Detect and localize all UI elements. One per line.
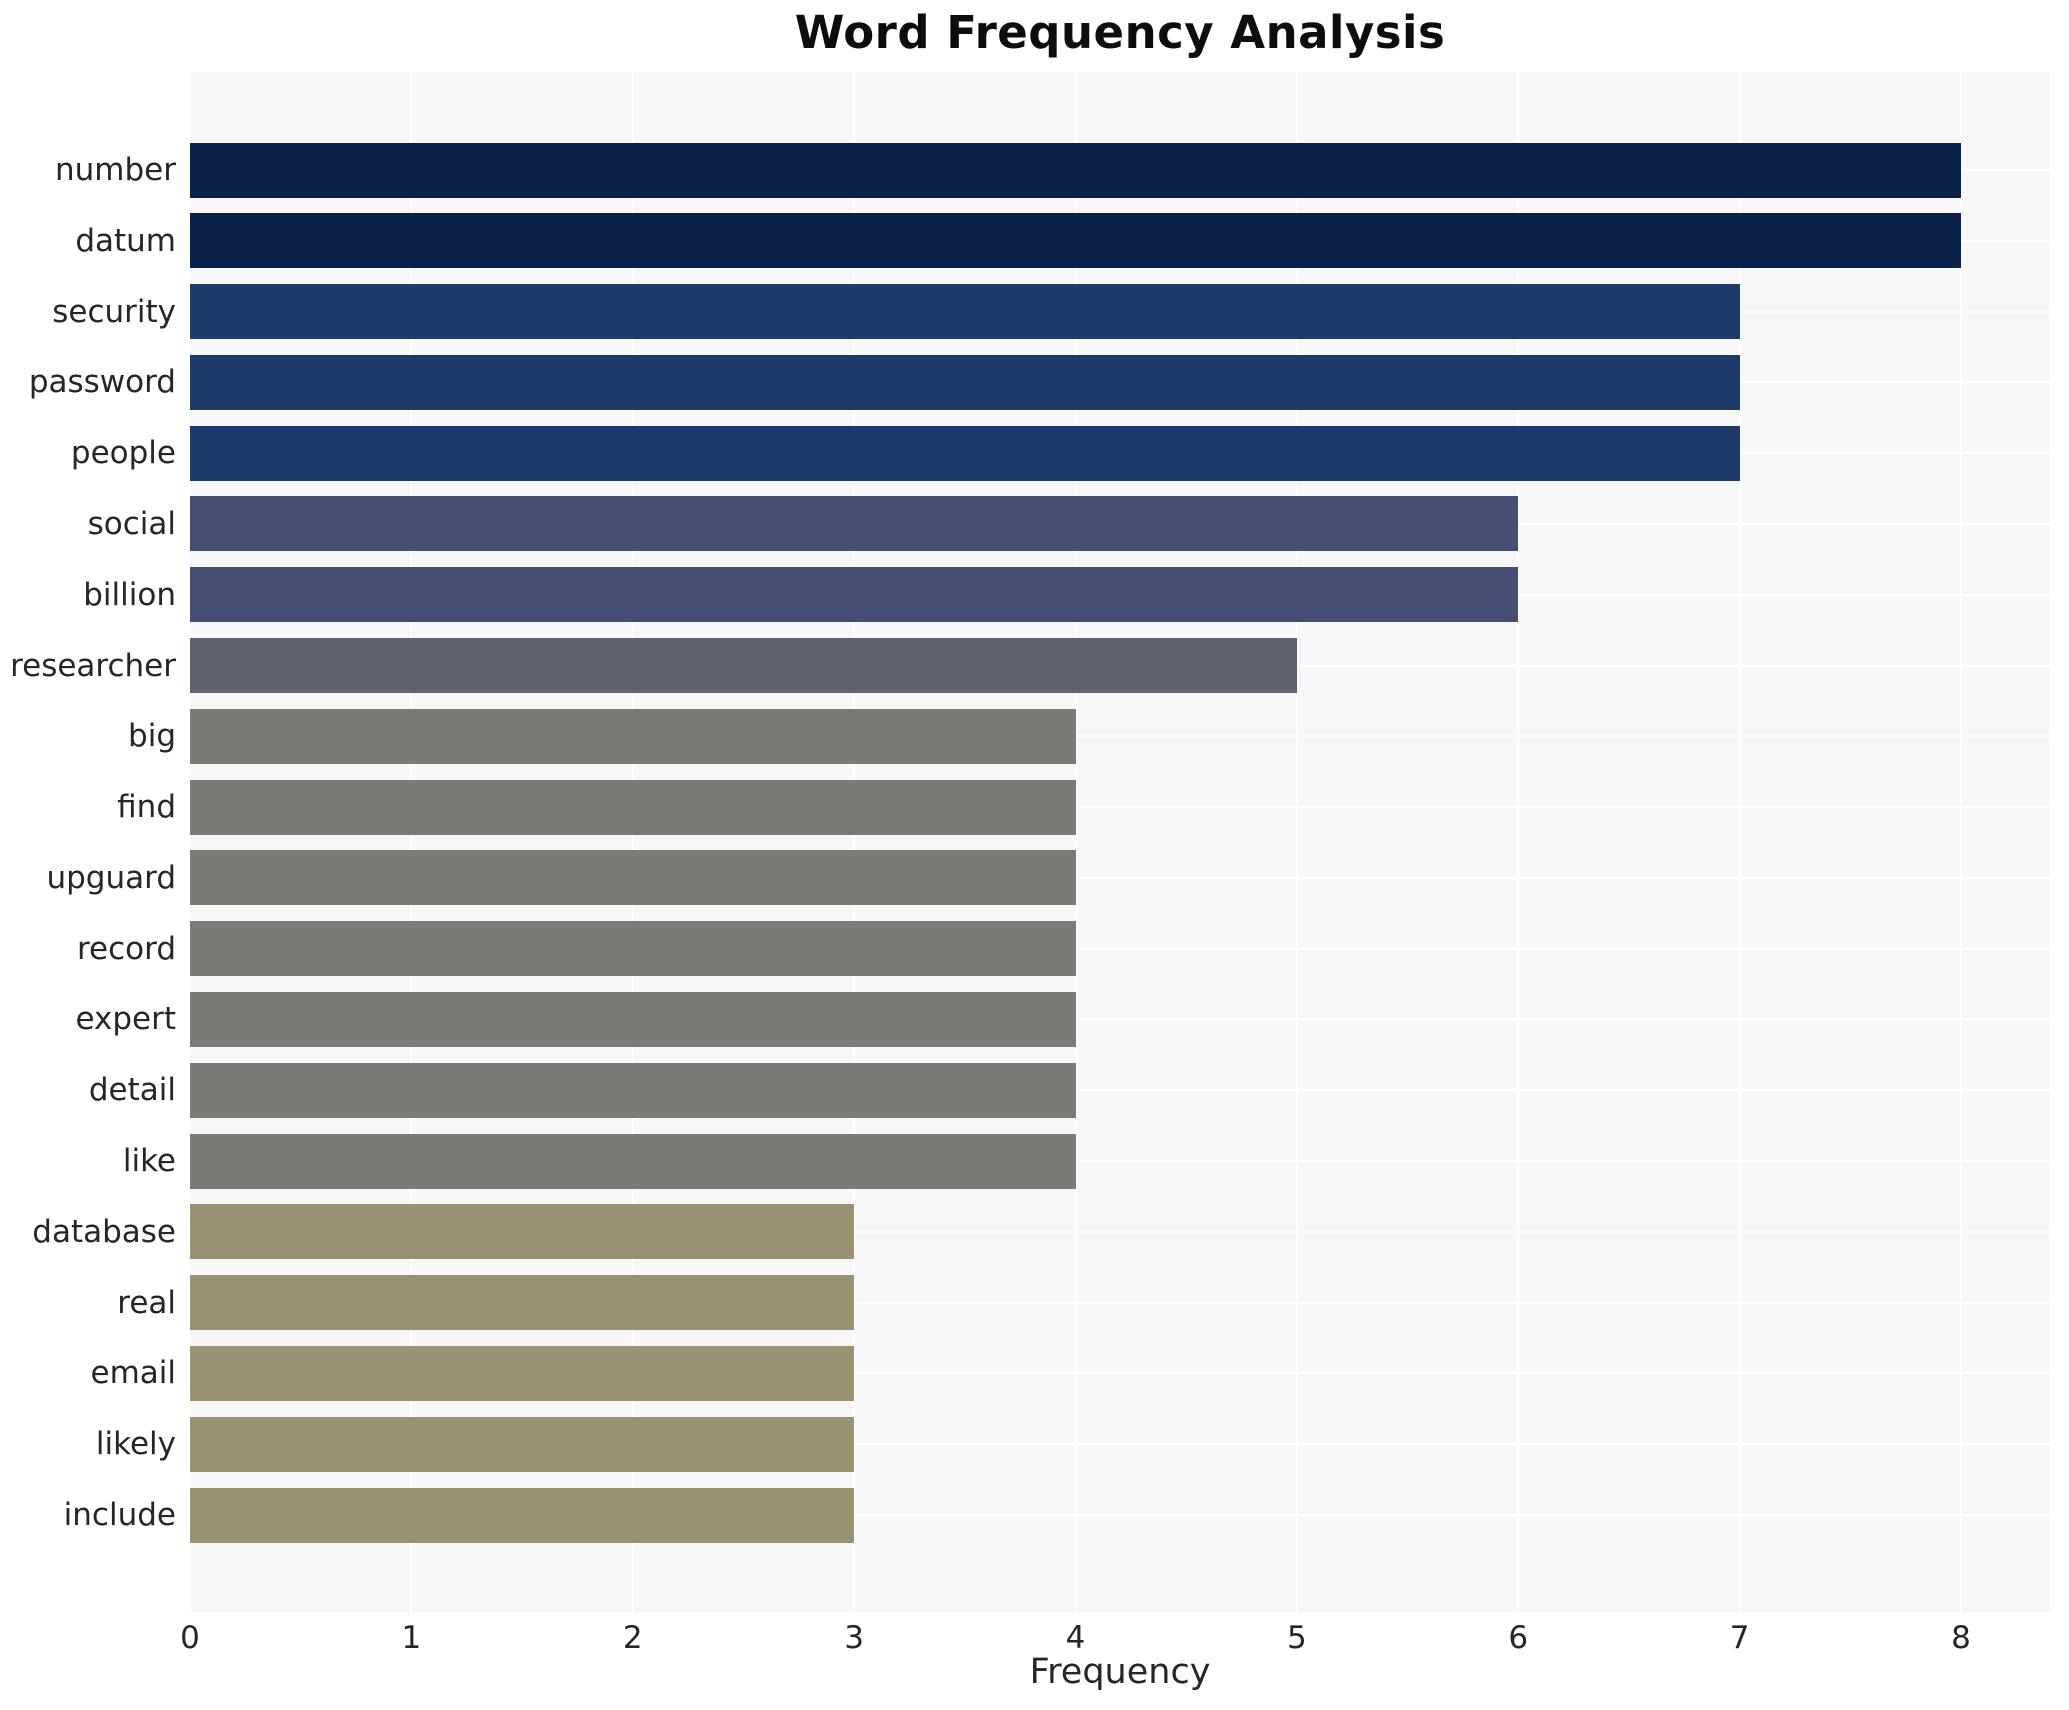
x-tick-label-0: 0 xyxy=(180,1620,200,1656)
y-tick-label-include: include xyxy=(63,1497,176,1533)
y-gridline-database xyxy=(190,1230,2050,1233)
y-gridline-detail xyxy=(190,1089,2050,1092)
x-tick-label-3: 3 xyxy=(844,1620,864,1656)
bar-social xyxy=(190,496,1519,552)
plot-area xyxy=(189,72,2050,1612)
bar-find xyxy=(190,779,1076,835)
bar-real xyxy=(190,1275,855,1331)
y-gridline-big xyxy=(190,735,2050,738)
bar-include xyxy=(190,1487,855,1543)
y-tick-label-expert: expert xyxy=(75,1001,176,1038)
y-tick-label-researcher: researcher xyxy=(10,647,176,684)
y-tick-label-big: big xyxy=(128,718,176,755)
x-tick-label-6: 6 xyxy=(1508,1620,1529,1656)
y-gridline-likely xyxy=(190,1443,2050,1446)
y-tick-label-social: social xyxy=(87,505,176,542)
y-gridline-upguard xyxy=(190,876,2050,879)
bar-database xyxy=(190,1204,855,1260)
y-tick-label-datum: datum xyxy=(75,222,176,259)
chart-title: Word Frequency Analysis xyxy=(794,6,1446,59)
bar-upguard xyxy=(190,850,1076,906)
y-tick-label-database: database xyxy=(32,1213,176,1250)
y-gridline-find xyxy=(190,806,2050,809)
y-gridline-real xyxy=(190,1301,2050,1304)
y-tick-label-find: find xyxy=(117,789,176,826)
x-gridline-4 xyxy=(1074,72,1077,1612)
bar-password xyxy=(190,354,1740,410)
x-tick-label-2: 2 xyxy=(622,1620,643,1656)
x-tick-label-1: 1 xyxy=(401,1620,422,1656)
y-gridline-record xyxy=(190,947,2050,950)
y-tick-label-password: password xyxy=(28,364,176,401)
bar-likely xyxy=(190,1416,855,1472)
x-tick-label-5: 5 xyxy=(1287,1620,1307,1656)
y-tick-label-like: like xyxy=(122,1143,176,1180)
x-tick-label-7: 7 xyxy=(1729,1620,1750,1656)
bar-researcher xyxy=(190,638,1297,694)
y-tick-label-upguard: upguard xyxy=(46,859,176,896)
y-tick-label-number: number xyxy=(55,152,176,188)
y-tick-label-detail: detail xyxy=(88,1072,176,1109)
x-gridline-8 xyxy=(1960,72,1962,1612)
x-gridline-7 xyxy=(1738,72,1741,1612)
y-tick-label-real: real xyxy=(117,1284,176,1321)
y-tick-label-record: record xyxy=(76,930,176,967)
bar-record xyxy=(190,921,1076,977)
y-tick-label-people: people xyxy=(70,435,176,472)
bar-billion xyxy=(190,567,1519,623)
bar-email xyxy=(190,1345,855,1401)
bar-security xyxy=(190,284,1740,340)
x-gridline-5 xyxy=(1295,72,1298,1612)
x-gridline-3 xyxy=(853,72,856,1612)
bar-expert xyxy=(190,991,1076,1047)
y-tick-label-email: email xyxy=(90,1355,177,1392)
y-gridline-expert xyxy=(190,1018,2050,1021)
x-axis-title: Frequency xyxy=(1029,1652,1211,1692)
bar-datum xyxy=(190,213,1961,269)
bar-number xyxy=(190,142,1961,198)
y-tick-label-likely: likely xyxy=(95,1426,176,1463)
bar-detail xyxy=(190,1062,1076,1118)
y-gridline-include xyxy=(190,1514,2050,1516)
x-tick-label-4: 4 xyxy=(1065,1620,1086,1656)
x-gridline-0 xyxy=(189,72,191,1612)
x-gridline-1 xyxy=(410,72,413,1612)
x-gridline-2 xyxy=(631,72,634,1612)
x-gridline-6 xyxy=(1517,72,1520,1612)
y-gridline-like xyxy=(190,1160,2050,1163)
x-tick-label-8: 8 xyxy=(1951,1620,1971,1656)
y-tick-label-billion: billion xyxy=(83,576,176,613)
bar-big xyxy=(190,708,1076,764)
bar-people xyxy=(190,425,1740,481)
bar-like xyxy=(190,1133,1076,1189)
y-tick-label-security: security xyxy=(52,293,176,330)
y-gridline-email xyxy=(190,1372,2050,1375)
